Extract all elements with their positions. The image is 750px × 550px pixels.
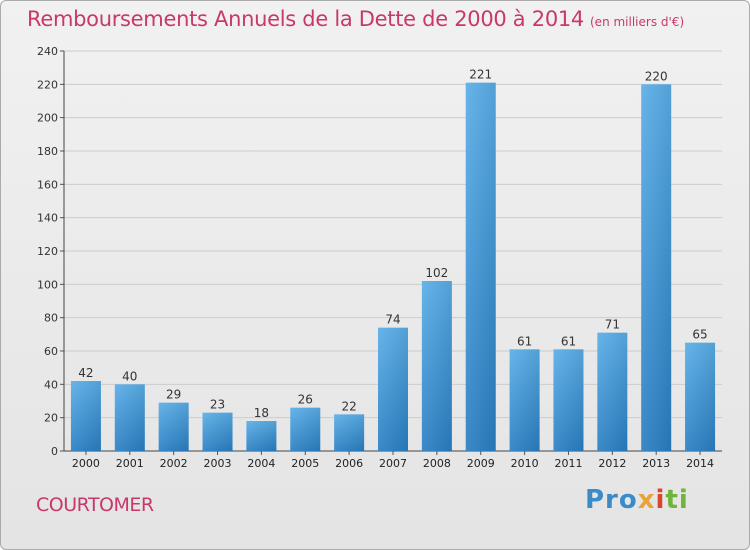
x-tick-label: 2002 xyxy=(160,457,188,470)
data-label: 71 xyxy=(605,318,620,332)
y-tick-label: 240 xyxy=(37,45,58,58)
y-tick-label: 160 xyxy=(37,178,58,191)
logo-part-4: ti xyxy=(665,485,689,515)
logo-part-3: i xyxy=(655,485,666,515)
x-tick-label: 2008 xyxy=(423,457,451,470)
logo-part-1: Pro xyxy=(585,485,638,515)
bar-shade xyxy=(290,407,321,451)
bar-shade xyxy=(70,381,101,451)
data-label: 23 xyxy=(210,398,225,412)
bar-shade xyxy=(465,82,496,452)
bar-shade xyxy=(421,281,452,451)
data-label: 42 xyxy=(78,366,93,380)
x-tick-label: 2005 xyxy=(291,457,319,470)
data-label: 220 xyxy=(645,69,668,83)
x-tick-label: 2006 xyxy=(335,457,363,470)
data-label: 65 xyxy=(692,328,707,342)
bar-shade xyxy=(246,421,277,451)
y-tick-label: 220 xyxy=(37,78,58,91)
y-tick-label: 140 xyxy=(37,212,58,225)
data-label: 40 xyxy=(122,369,137,383)
commune-name: COURTOMER xyxy=(36,494,154,516)
data-label: 102 xyxy=(425,266,448,280)
bar-shade xyxy=(509,349,540,451)
axes: 0 20 40 60 80 100 120 140 160 180 200 220 240 2000 200… xyxy=(37,45,722,470)
bar-shade xyxy=(158,402,189,451)
data-label: 74 xyxy=(385,313,400,327)
y-tick-label: 180 xyxy=(37,145,58,158)
bar-shade xyxy=(685,342,716,451)
proxiti-logo: Proxiti xyxy=(585,485,689,515)
x-tick-label: 2000 xyxy=(72,457,100,470)
x-tick-label: 2003 xyxy=(204,457,232,470)
x-tick-label: 2007 xyxy=(379,457,407,470)
bar-shade xyxy=(641,84,672,451)
x-tick-label: 2004 xyxy=(247,457,275,470)
x-tick-label: 2010 xyxy=(511,457,539,470)
y-tick-label: 100 xyxy=(37,278,58,291)
data-label: 18 xyxy=(254,406,269,420)
y-tick-label: 60 xyxy=(44,345,58,358)
y-tick-label: 120 xyxy=(37,245,58,258)
bars xyxy=(70,82,716,452)
chart-title-text: Remboursements Annuels de la Dette de 20… xyxy=(27,7,584,31)
data-label: 22 xyxy=(341,399,356,413)
data-label: 61 xyxy=(517,334,532,348)
data-label: 61 xyxy=(561,334,576,348)
bar-shade xyxy=(114,384,145,451)
data-label: 221 xyxy=(469,68,492,82)
data-labels: 42 40 29 23 18 26 22 74 102 221 61 61 71 220 65 xyxy=(78,68,707,420)
data-label: 29 xyxy=(166,388,181,402)
bar-shade xyxy=(334,414,365,451)
y-tick-label: 40 xyxy=(44,378,58,391)
chart-unit: (en milliers d'€) xyxy=(590,15,685,29)
x-tick-label: 2001 xyxy=(116,457,144,470)
bar-shade xyxy=(378,327,408,451)
x-tick-label: 2013 xyxy=(642,457,670,470)
x-tick-label: 2012 xyxy=(598,457,626,470)
logo-part-2: x xyxy=(637,485,656,515)
y-tick-label: 80 xyxy=(44,312,58,325)
chart-title: Remboursements Annuels de la Dette de 20… xyxy=(27,7,684,31)
y-tick-label: 20 xyxy=(44,412,58,425)
y-tick-label: 200 xyxy=(37,112,58,125)
bar-shade xyxy=(553,349,584,451)
x-tick-label: 2014 xyxy=(686,457,714,470)
x-tick-label: 2011 xyxy=(554,457,582,470)
x-tick-label: 2009 xyxy=(467,457,495,470)
y-tick-label: 0 xyxy=(51,445,58,458)
data-label: 26 xyxy=(298,393,313,407)
bar-shade xyxy=(202,412,233,451)
bar-shade xyxy=(597,332,628,451)
